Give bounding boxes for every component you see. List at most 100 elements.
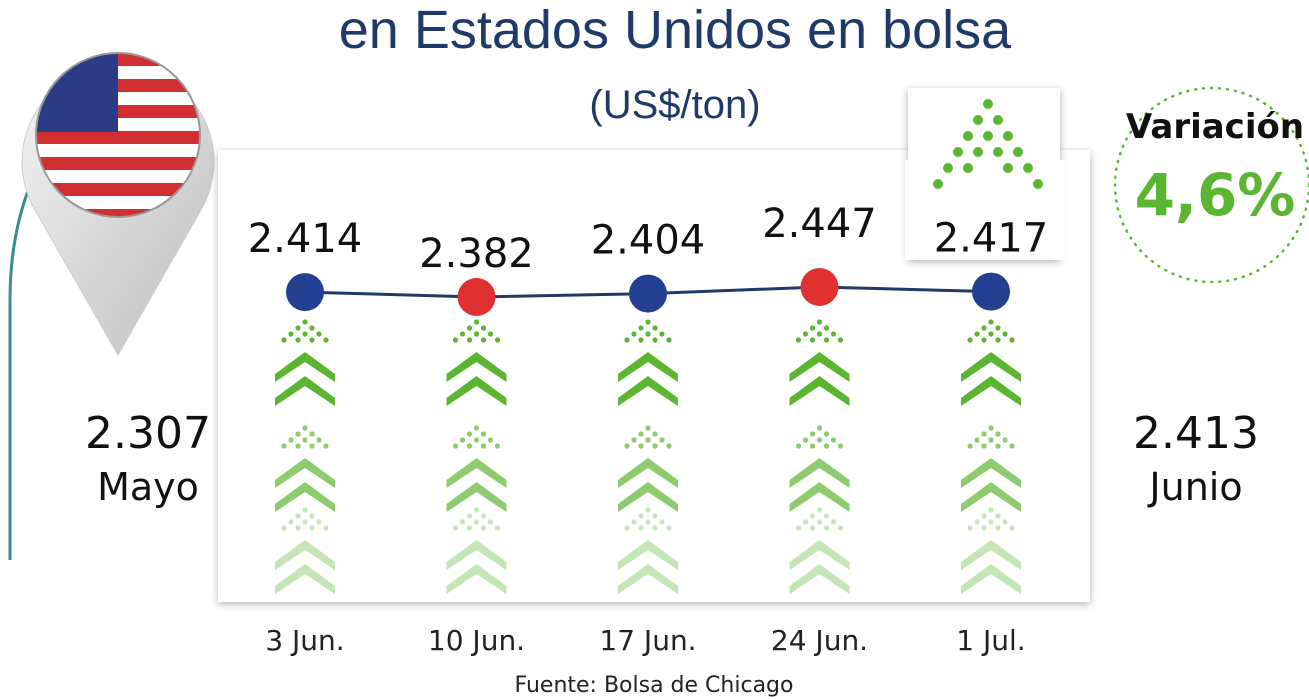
dot <box>638 525 643 530</box>
dot <box>666 443 671 448</box>
dot <box>803 331 808 336</box>
dot <box>624 525 629 530</box>
dot <box>474 507 479 512</box>
dot <box>474 437 479 442</box>
dot <box>323 443 328 448</box>
chart-title: en Estados Unidos en bolsa <box>339 0 1012 60</box>
x-tick-label: 24 Jun. <box>771 624 868 657</box>
dot <box>963 163 973 173</box>
dot <box>652 513 657 518</box>
dot <box>460 437 465 442</box>
dot <box>1003 131 1013 141</box>
dot <box>1033 179 1043 189</box>
dot <box>824 443 829 448</box>
source: Fuente: Bolsa de Chicago <box>515 673 794 698</box>
dot <box>817 331 822 336</box>
dot <box>1009 337 1014 342</box>
dot <box>943 163 953 173</box>
dot <box>810 525 815 530</box>
dot <box>453 525 458 530</box>
right-summary-value: 2.413 <box>1133 408 1259 459</box>
dot <box>817 519 822 524</box>
dot <box>831 437 836 442</box>
dot <box>796 443 801 448</box>
x-tick-label: 10 Jun. <box>428 624 525 657</box>
data-point <box>629 275 667 313</box>
dot <box>796 337 801 342</box>
dot <box>652 443 657 448</box>
left-summary-label: Mayo <box>97 465 199 509</box>
data-label: 2.447 <box>762 201 877 247</box>
dot <box>302 425 307 430</box>
dot <box>973 147 983 157</box>
dot <box>488 437 493 442</box>
dot <box>295 513 300 518</box>
data-label: 2.382 <box>419 231 534 277</box>
dot <box>309 337 314 342</box>
chart-subtitle: (US$/ton) <box>589 83 760 127</box>
dot <box>638 443 643 448</box>
dot <box>1013 147 1023 157</box>
dot <box>631 519 636 524</box>
dot <box>309 325 314 330</box>
dot <box>323 525 328 530</box>
dot <box>488 331 493 336</box>
dot <box>316 519 321 524</box>
dot <box>467 525 472 530</box>
dot <box>817 425 822 430</box>
x-tick-label: 3 Jun. <box>265 624 344 657</box>
dot <box>974 437 979 442</box>
dot <box>981 337 986 342</box>
dot <box>967 337 972 342</box>
dot <box>993 115 1003 125</box>
dot <box>645 425 650 430</box>
dot <box>631 331 636 336</box>
dot <box>981 325 986 330</box>
dot <box>295 325 300 330</box>
data-label: 2.404 <box>591 218 706 264</box>
dot <box>995 337 1000 342</box>
dot <box>638 337 643 342</box>
dot <box>831 331 836 336</box>
dot <box>288 437 293 442</box>
dot <box>967 443 972 448</box>
dot <box>810 431 815 436</box>
dot <box>481 325 486 330</box>
dot <box>645 319 650 324</box>
chart: Variación 4,6% en Estados Unidos en bols… <box>0 0 1309 699</box>
dot <box>659 331 664 336</box>
dot <box>481 443 486 448</box>
dot <box>474 319 479 324</box>
dot <box>796 525 801 530</box>
dot <box>481 337 486 342</box>
variation-label: Variación <box>1126 107 1304 147</box>
dot <box>467 431 472 436</box>
dot <box>810 337 815 342</box>
dot <box>1023 163 1033 173</box>
data-point <box>972 273 1010 311</box>
dot <box>281 443 286 448</box>
dot <box>1009 443 1014 448</box>
x-tick-label: 1 Jul. <box>956 624 1025 657</box>
dot <box>316 437 321 442</box>
dot <box>295 525 300 530</box>
dot <box>474 331 479 336</box>
dot <box>495 337 500 342</box>
dot <box>309 525 314 530</box>
dot <box>453 443 458 448</box>
dot <box>460 519 465 524</box>
dot <box>988 519 993 524</box>
dot <box>302 519 307 524</box>
dot <box>659 519 664 524</box>
dot <box>983 99 993 109</box>
dot <box>467 513 472 518</box>
dot <box>824 325 829 330</box>
dot <box>302 437 307 442</box>
dot <box>481 525 486 530</box>
dot <box>638 325 643 330</box>
dot <box>323 337 328 342</box>
dot <box>953 147 963 157</box>
dot <box>988 319 993 324</box>
dot <box>666 337 671 342</box>
dot <box>295 337 300 342</box>
